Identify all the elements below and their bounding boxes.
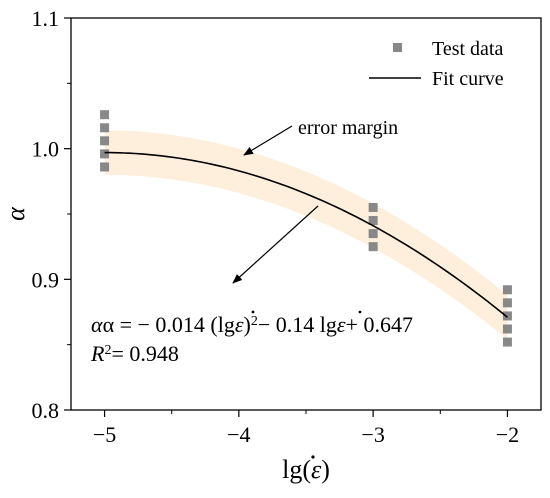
arrow-to-band-lower xyxy=(232,205,319,284)
eq-part2: − 0.14 lg xyxy=(258,312,337,337)
eq-eps2-dot xyxy=(358,310,362,314)
eq-part3: + 0.647 xyxy=(346,312,413,337)
test-data-point xyxy=(502,311,512,321)
test-data-point xyxy=(368,216,378,226)
eq-eps1-dot xyxy=(251,310,255,314)
y-axis-label: α xyxy=(1,206,30,221)
y-tick-label: 1.0 xyxy=(32,137,60,162)
legend: Test data Fit curve xyxy=(369,38,504,90)
y-tick-label: 1.1 xyxy=(32,6,60,31)
y-tick-label: 0.8 xyxy=(32,398,60,423)
svg-text:R2= 0.948: R2= 0.948 xyxy=(90,341,179,366)
x-axis-label: lg(ε) xyxy=(282,455,330,484)
eq-eps1: ε xyxy=(235,312,244,337)
eq-part1: α = − 0.014 (lg xyxy=(103,312,235,337)
legend-marker-test-data xyxy=(393,43,402,52)
svg-text:αα = − 0.014 (lgε)2− 0.14 lgε+: αα = − 0.014 (lgε)2− 0.14 lgε+ 0.647 xyxy=(91,312,413,337)
x-axis-epsilon: ε xyxy=(311,455,322,484)
y-ticks: 0.8 0.9 1.0 1.1 xyxy=(32,6,71,423)
error-margin-label: error margin xyxy=(298,117,398,139)
test-data-point xyxy=(368,229,378,239)
legend-label-fit-curve: Fit curve xyxy=(432,68,504,90)
eq-eps2: ε xyxy=(337,312,346,337)
eq-r: R xyxy=(90,341,105,366)
test-data-point xyxy=(100,162,110,172)
test-data-point xyxy=(100,110,110,120)
test-data-points xyxy=(100,110,512,347)
eq-alpha: α xyxy=(91,312,103,337)
test-data-point xyxy=(368,242,378,252)
error-margin-band xyxy=(104,130,508,340)
x-tick-label: −5 xyxy=(93,422,116,447)
fit-curve xyxy=(104,151,508,318)
x-axis-dot xyxy=(311,455,315,459)
eq-r2-value: = 0.948 xyxy=(111,341,178,366)
legend-label-test-data: Test data xyxy=(432,38,503,60)
x-tick-label: −2 xyxy=(496,422,519,447)
test-data-point xyxy=(368,202,378,212)
test-data-point xyxy=(502,285,512,295)
test-data-point xyxy=(100,149,110,159)
x-tick-label: −4 xyxy=(227,422,250,447)
fit-equation: αα = − 0.014 (lgε)2− 0.14 lgε+ 0.647 R2=… xyxy=(90,310,413,366)
x-tick-label: −3 xyxy=(361,422,384,447)
eq-square: 2 xyxy=(251,314,258,329)
test-data-point xyxy=(502,298,512,308)
test-data-point xyxy=(502,324,512,334)
eq-r-sup: 2 xyxy=(104,343,111,358)
x-ticks: −5 −4 −3 −2 xyxy=(93,410,519,447)
y-tick-label: 0.9 xyxy=(32,267,60,292)
arrow-to-band-upper xyxy=(243,125,293,156)
test-data-point xyxy=(100,123,110,133)
test-data-point xyxy=(100,136,110,146)
test-data-point xyxy=(502,337,512,347)
